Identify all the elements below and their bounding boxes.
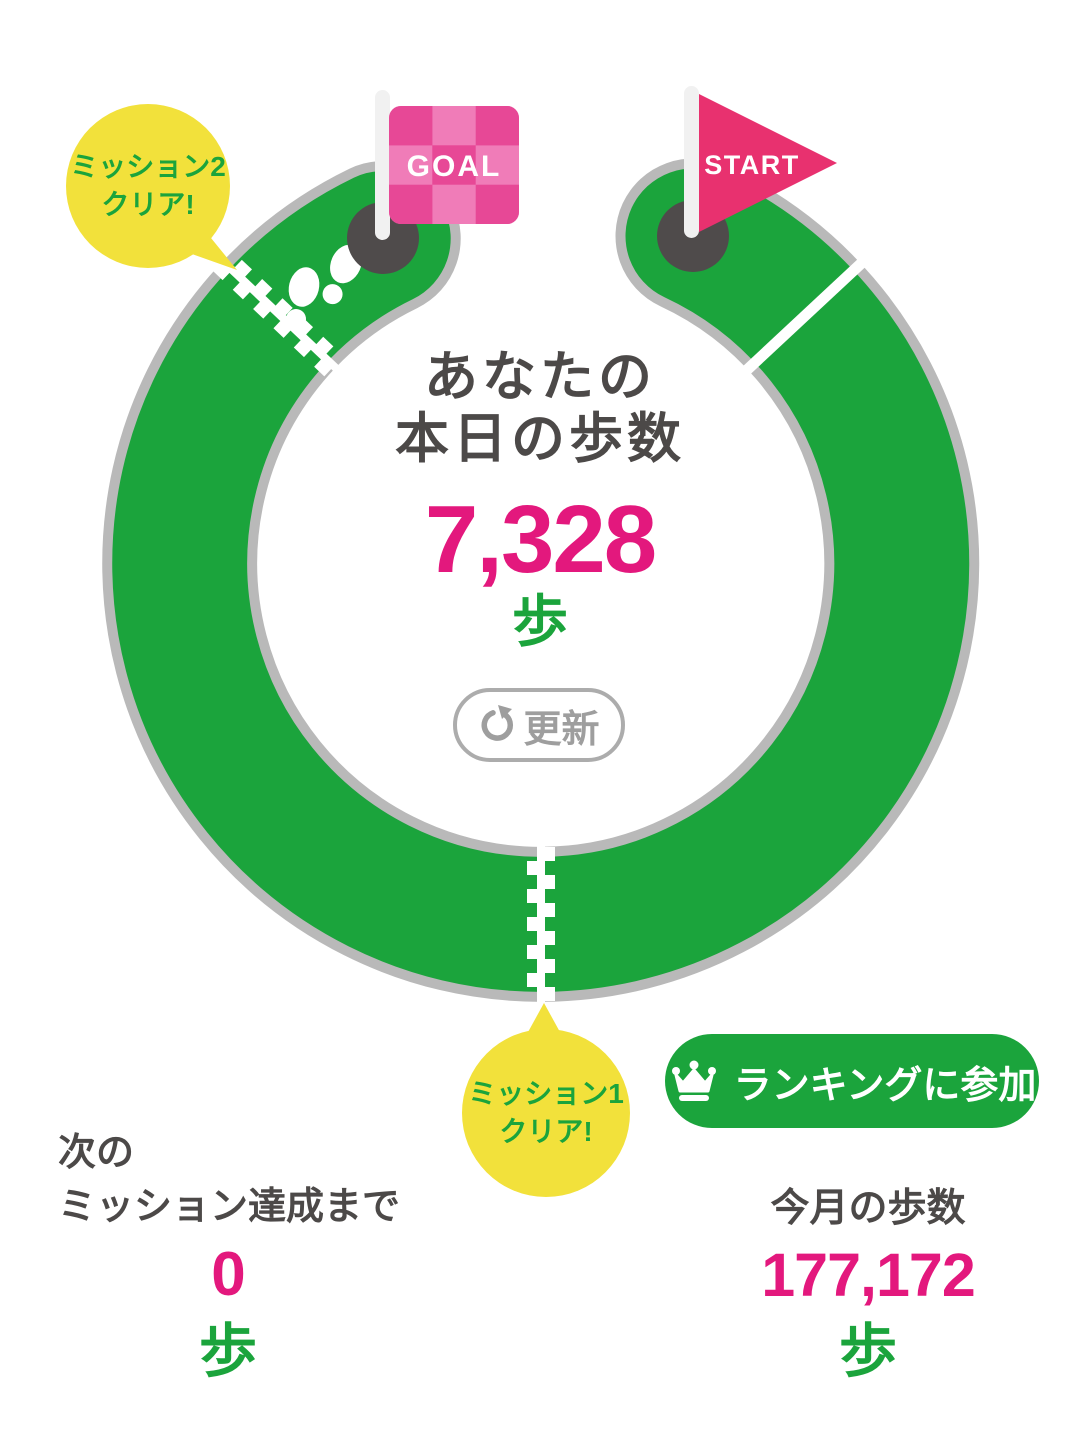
monthly-steps-value: 177,172 [761,1241,976,1309]
goal-flag: GOAL [375,90,519,240]
today-steps-title: あなたの 本日の歩数 [395,347,685,469]
goal-flag-label: GOAL [407,150,502,183]
mission2-clear-bubble: ミッション2 クリア! [66,104,230,268]
next-mission-label-line2: ミッション達成まで [58,1186,401,1228]
today-steps-value: 7,328 [424,486,657,593]
join-ranking-button[interactable]: ランキングに参加 [665,1034,1039,1128]
next-mission-stat: 次の ミッション達成まで 0 歩 [50,1126,406,1384]
refresh-icon [482,705,514,741]
mission1-clear-text: ミッション1 クリア! [468,1078,624,1147]
next-mission-steps-unit: 歩 [198,1319,257,1384]
today-steps-unit: 歩 [512,590,568,653]
refresh-label: 更新 [523,708,600,751]
crown-icon [671,1060,716,1101]
mission1-clear-bubble: ミッション1 クリア! [462,1029,630,1197]
refresh-button[interactable]: 更新 [453,688,625,762]
next-mission-label-line1: 次の [58,1132,135,1174]
footprint-left-icon [286,267,320,330]
start-line [739,252,873,378]
start-flag: START [684,86,837,238]
monthly-steps-unit: 歩 [838,1319,897,1384]
join-ranking-label: ランキングに参加 [733,1064,1037,1107]
start-flag-label: START [704,150,800,180]
next-mission-steps-value: 0 [211,1240,245,1309]
mission2-clear-text: ミッション2 クリア! [70,151,226,220]
monthly-steps-label: 今月の歩数 [770,1187,966,1230]
monthly-steps-stat: 今月の歩数 177,172 歩 [693,1184,1043,1384]
